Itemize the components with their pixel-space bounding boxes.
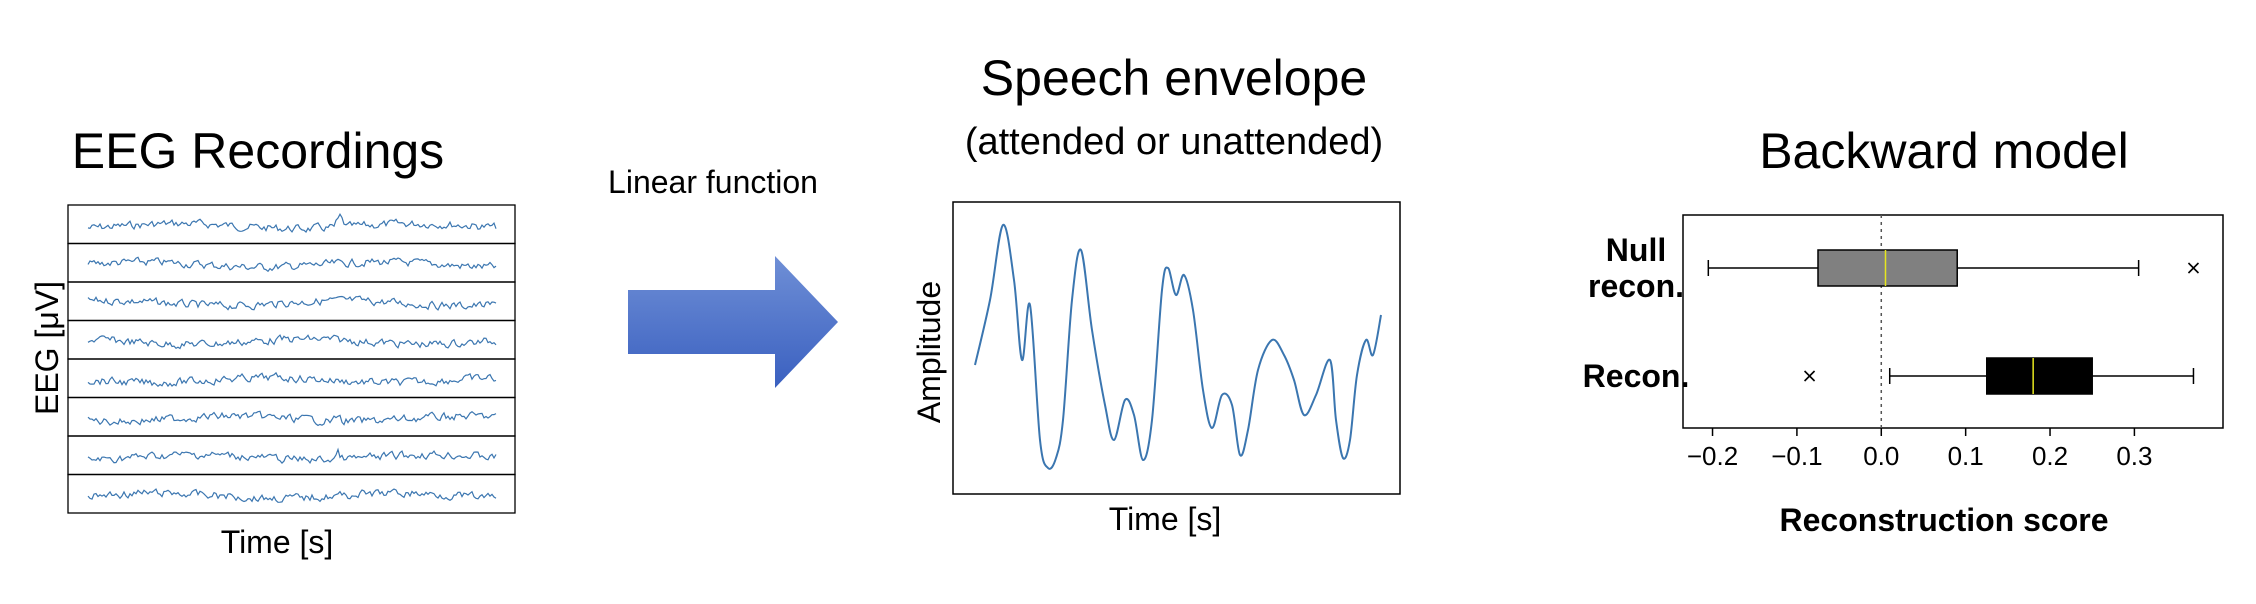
eeg-channel-box: [67, 435, 516, 476]
boxplot-series: [1707, 249, 2200, 395]
eeg-y-label: EEG [μV]: [29, 281, 65, 415]
eeg-panel: EEG Recordings EEG [μV] Time [s]: [29, 123, 516, 560]
eeg-channel-box: [67, 242, 516, 283]
eeg-channel-box: [67, 204, 516, 245]
outlier-marker: [1803, 370, 1816, 382]
eeg-channel-box: [67, 358, 516, 399]
eeg-x-label: Time [s]: [221, 524, 334, 560]
x-tick-label: 0.0: [1863, 441, 1899, 471]
envelope-x-label: Time [s]: [1109, 501, 1222, 537]
eeg-trace: [87, 410, 497, 427]
box-null-recon: [1707, 249, 2200, 287]
envelope-title: Speech envelope: [981, 50, 1367, 106]
eeg-trace: [87, 488, 497, 503]
eeg-trace: [87, 295, 497, 311]
x-axis-ticks: −0.2 −0.1 0.0 0.1 0.2 0.3: [1687, 428, 2152, 471]
envelope-panel: Speech envelope (attended or unattended)…: [911, 50, 1401, 537]
x-tick-label: 0.3: [2116, 441, 2152, 471]
envelope-waveform: [974, 223, 1382, 470]
category-label: Recon.: [1583, 358, 1690, 394]
x-tick-label: 0.2: [2032, 441, 2068, 471]
outlier-marker: [2187, 262, 2200, 274]
eeg-channel-box: [67, 319, 516, 360]
eeg-title: EEG Recordings: [72, 123, 444, 179]
eeg-channels: [67, 204, 516, 514]
x-tick-label: 0.1: [1948, 441, 1984, 471]
right-arrow-icon: [628, 256, 838, 388]
x-tick-label: −0.2: [1687, 441, 1738, 471]
envelope-subtitle: (attended or unattended): [965, 121, 1383, 163]
category-label: recon.: [1588, 268, 1684, 304]
chart-title: Backward model: [1759, 123, 2129, 179]
x-tick-label: −0.1: [1771, 441, 1822, 471]
eeg-trace: [87, 334, 497, 350]
arrow-label: Linear function: [608, 164, 818, 200]
boxplot-axes-frame: [1682, 214, 2224, 429]
iqr-box: [1986, 357, 2093, 395]
eeg-trace: [87, 371, 497, 388]
eeg-trace: [87, 212, 497, 233]
eeg-trace: [87, 447, 497, 465]
envelope-axes-frame: [952, 201, 1401, 495]
eeg-trace: [87, 256, 497, 273]
chart-x-label: Reconstruction score: [1780, 502, 2109, 538]
iqr-box: [1817, 249, 1958, 287]
box-recon: [1803, 357, 2195, 395]
eeg-channel-box: [67, 473, 516, 514]
linear-function-arrow: Linear function: [608, 164, 838, 388]
category-label: Null: [1606, 232, 1666, 268]
envelope-y-label: Amplitude: [911, 281, 947, 423]
